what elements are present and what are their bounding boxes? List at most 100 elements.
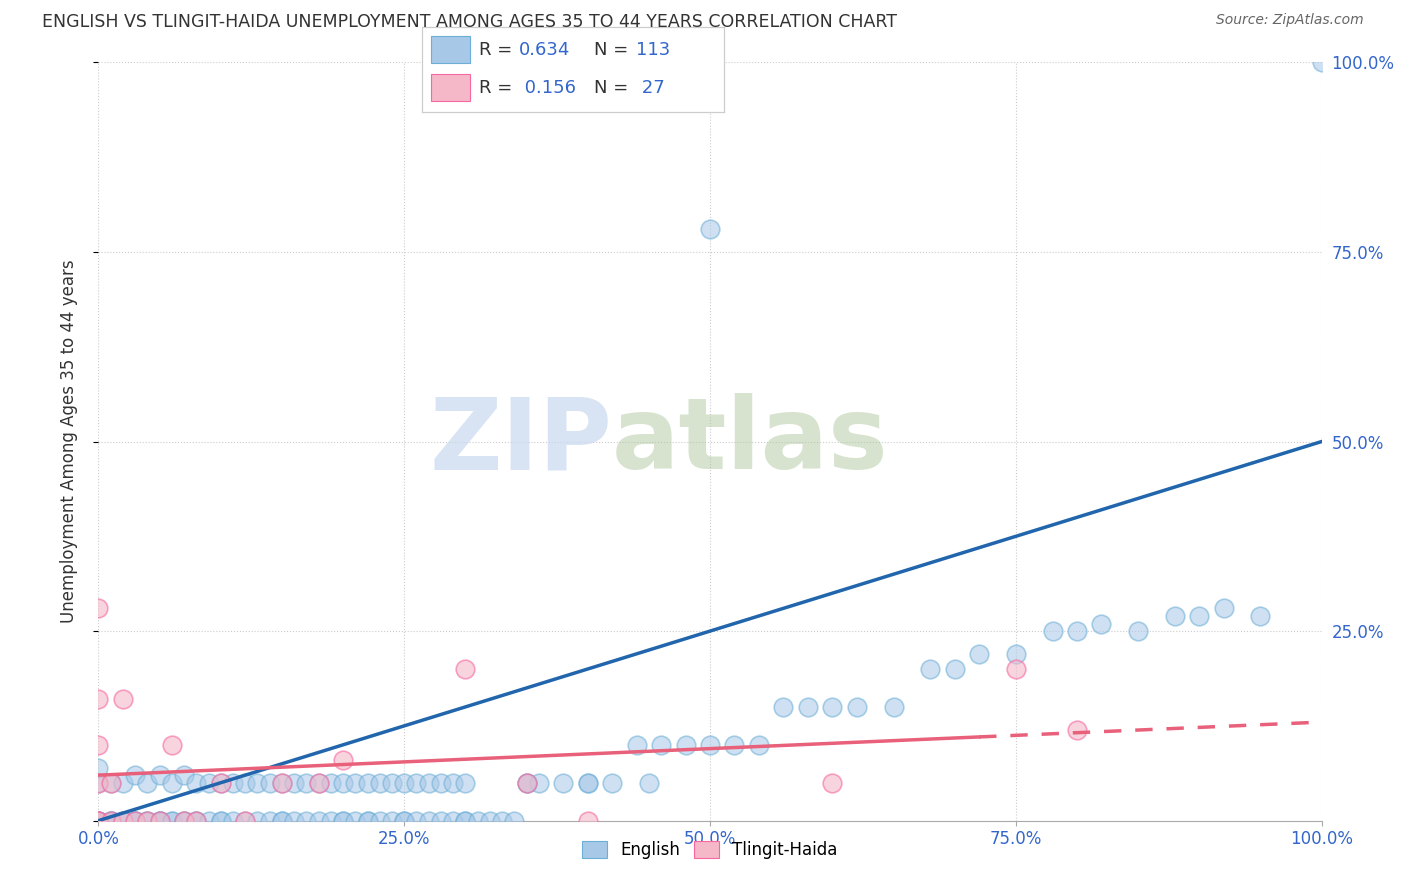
Text: N =: N =	[595, 41, 634, 59]
Point	[87, 814, 110, 828]
Point	[699, 738, 721, 752]
Point	[160, 776, 183, 790]
Point	[270, 776, 294, 790]
Point	[344, 776, 367, 790]
Point	[418, 776, 440, 790]
Text: 0.156: 0.156	[519, 78, 575, 96]
Point	[430, 814, 453, 828]
Point	[576, 814, 599, 828]
Point	[368, 776, 391, 790]
Point	[100, 814, 122, 828]
Point	[87, 776, 110, 790]
Point	[160, 814, 183, 828]
Point	[1004, 662, 1026, 676]
Point	[160, 814, 183, 828]
Point	[209, 776, 232, 790]
Point	[111, 814, 134, 828]
Point	[1310, 55, 1333, 70]
Point	[1090, 616, 1112, 631]
Point	[124, 814, 146, 828]
Point	[283, 776, 305, 790]
Point	[124, 768, 146, 782]
Point	[441, 776, 464, 790]
Point	[100, 814, 122, 828]
Text: N =: N =	[595, 78, 634, 96]
Text: 0.634: 0.634	[519, 41, 569, 59]
Point	[87, 692, 110, 706]
Point	[186, 814, 208, 828]
Point	[1249, 608, 1271, 623]
Point	[650, 738, 672, 752]
Point	[356, 814, 378, 828]
Point	[259, 814, 281, 828]
Point	[233, 814, 256, 828]
Point	[283, 814, 305, 828]
Point	[332, 814, 354, 828]
Point	[246, 814, 269, 828]
Point	[454, 814, 477, 828]
Point	[515, 776, 537, 790]
Point	[772, 699, 794, 714]
Point	[222, 776, 245, 790]
Point	[821, 699, 844, 714]
Text: R =: R =	[479, 78, 519, 96]
Point	[332, 814, 354, 828]
Point	[527, 776, 550, 790]
Point	[87, 814, 110, 828]
Point	[87, 814, 110, 828]
Point	[173, 814, 195, 828]
Point	[454, 776, 477, 790]
Point	[149, 814, 172, 828]
Point	[1164, 608, 1187, 623]
Point	[270, 814, 294, 828]
Point	[883, 699, 905, 714]
Point	[637, 776, 661, 790]
Point	[149, 814, 172, 828]
Point	[100, 776, 122, 790]
Point	[392, 814, 416, 828]
Point	[344, 814, 367, 828]
Point	[111, 776, 134, 790]
Point	[392, 814, 416, 828]
Point	[87, 814, 110, 828]
Point	[87, 601, 110, 615]
Point	[967, 647, 990, 661]
Point	[515, 776, 537, 790]
Point	[699, 222, 721, 236]
Text: 113: 113	[637, 41, 671, 59]
Point	[100, 776, 122, 790]
Text: R =: R =	[479, 41, 519, 59]
Text: ENGLISH VS TLINGIT-HAIDA UNEMPLOYMENT AMONG AGES 35 TO 44 YEARS CORRELATION CHAR: ENGLISH VS TLINGIT-HAIDA UNEMPLOYMENT AM…	[42, 13, 897, 31]
Point	[233, 776, 256, 790]
Point	[1066, 723, 1088, 737]
Text: 27: 27	[637, 78, 665, 96]
Point	[87, 776, 110, 790]
Point	[600, 776, 623, 790]
Point	[454, 662, 477, 676]
Point	[576, 776, 599, 790]
Point	[478, 814, 501, 828]
Point	[491, 814, 513, 828]
Text: Source: ZipAtlas.com: Source: ZipAtlas.com	[1216, 13, 1364, 28]
Point	[308, 814, 330, 828]
Point	[515, 776, 537, 790]
Point	[405, 814, 427, 828]
Legend: English, Tlingit-Haida: English, Tlingit-Haida	[575, 834, 845, 865]
Point	[308, 776, 330, 790]
Point	[723, 738, 745, 752]
Point	[1066, 624, 1088, 639]
Point	[100, 814, 122, 828]
Point	[149, 814, 172, 828]
Point	[160, 738, 183, 752]
Y-axis label: Unemployment Among Ages 35 to 44 years: Unemployment Among Ages 35 to 44 years	[59, 260, 77, 624]
Point	[1188, 608, 1211, 623]
Point	[1128, 624, 1150, 639]
Point	[197, 814, 219, 828]
Point	[197, 776, 219, 790]
Point	[270, 776, 294, 790]
Point	[87, 760, 110, 774]
Point	[454, 814, 477, 828]
Bar	[430, 74, 470, 102]
Point	[186, 776, 208, 790]
Point	[920, 662, 942, 676]
